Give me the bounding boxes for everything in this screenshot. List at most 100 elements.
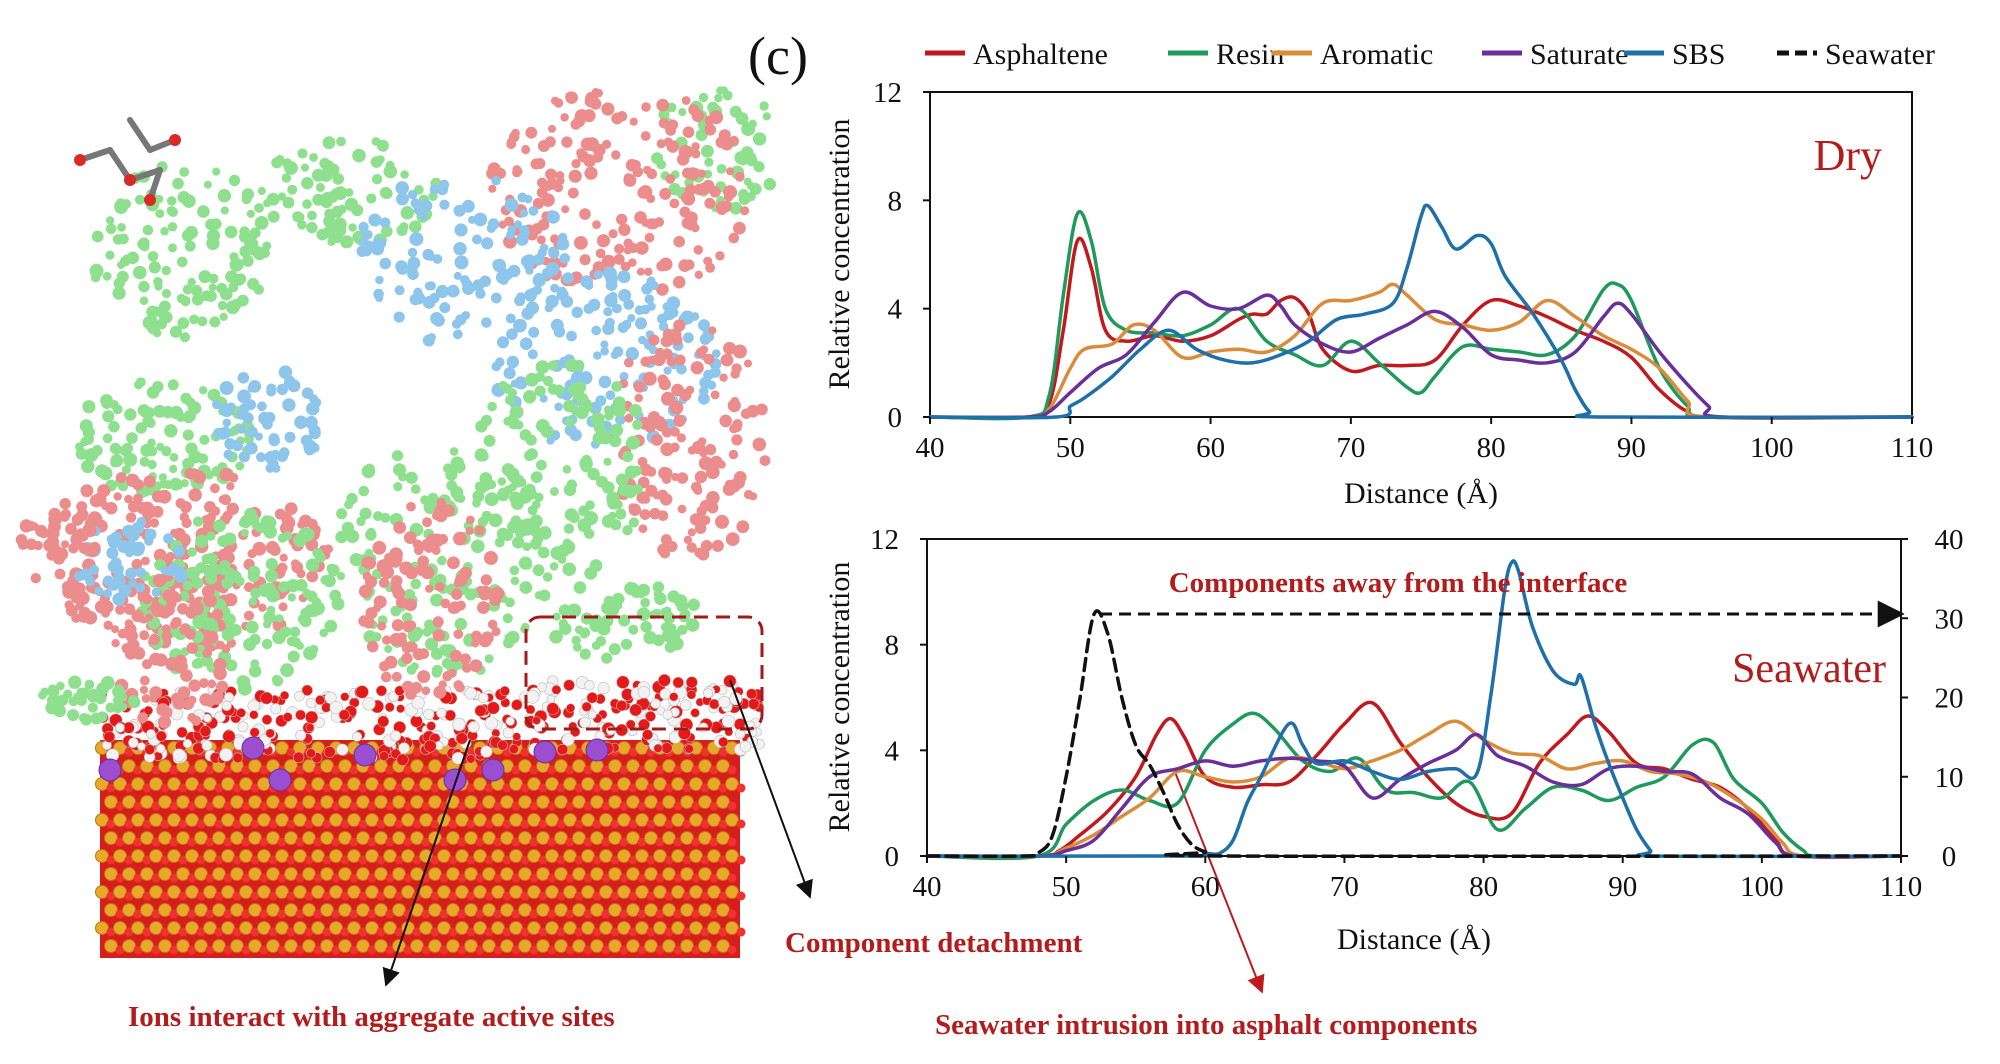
- water-atom: [690, 708, 700, 718]
- water-atom: [396, 753, 409, 766]
- silicon-atom: [338, 939, 352, 953]
- resin-atom: [401, 612, 413, 623]
- asphaltene-atom: [667, 119, 679, 131]
- water-atom: [486, 701, 500, 715]
- asphaltene-atom: [418, 648, 430, 660]
- resin-atom: [147, 251, 159, 262]
- resin-atom: [562, 562, 576, 576]
- resin-atom: [187, 547, 197, 557]
- sbs-atom: [519, 209, 529, 218]
- asphaltene-atom: [629, 117, 638, 126]
- resin-atom: [565, 358, 579, 373]
- asphaltene-atom: [725, 532, 740, 546]
- silicon-atom: [644, 759, 658, 773]
- silicon-atom: [680, 795, 694, 809]
- sbs-atom: [698, 392, 710, 405]
- sbs-atom: [617, 270, 631, 284]
- silicon-atom: [554, 939, 568, 953]
- seawater-y-tick-label: 0: [885, 841, 900, 873]
- silicon-atom: [176, 831, 190, 845]
- resin-atom: [309, 153, 318, 162]
- silicon-atom: [275, 885, 289, 899]
- resin-atom: [454, 617, 467, 631]
- silicon-atom: [149, 813, 163, 827]
- resin-atom: [340, 235, 354, 249]
- resin-atom: [96, 682, 109, 696]
- resin-atom: [102, 271, 112, 281]
- silicon-atom: [671, 849, 685, 863]
- asphaltene-atom: [480, 574, 492, 586]
- sbs-atom: [304, 415, 318, 430]
- resin-atom: [138, 280, 150, 293]
- resin-atom: [172, 177, 184, 190]
- sbs-atom: [231, 439, 244, 452]
- resin-atom: [525, 434, 537, 446]
- asphaltene-atom: [556, 176, 565, 185]
- asphaltene-atom: [358, 584, 373, 598]
- sbs-atom: [662, 302, 672, 312]
- molecule-atom: [169, 134, 181, 146]
- asphaltene-atom: [634, 211, 647, 224]
- silicon-atom: [698, 939, 712, 953]
- resin-atom: [190, 284, 203, 297]
- water-atom: [672, 676, 684, 689]
- oxygen-atom: [736, 927, 746, 937]
- sbs-atom: [519, 225, 530, 236]
- silicon-atom: [383, 885, 397, 899]
- sbs-atom: [226, 402, 236, 412]
- resin-atom: [636, 588, 647, 599]
- sbs-atom: [212, 399, 222, 410]
- asphaltene-atom: [666, 357, 676, 367]
- silicon-atom: [410, 795, 424, 809]
- resin-atom: [137, 238, 149, 250]
- sbs-atom: [605, 390, 616, 401]
- asphaltene-atom: [279, 553, 288, 562]
- resin-atom: [593, 422, 605, 433]
- md-snapshot: [15, 86, 776, 958]
- asphaltene-atom: [660, 391, 675, 406]
- asphaltene-atom: [691, 149, 701, 159]
- asphaltene-atom: [372, 604, 381, 613]
- resin-atom: [156, 442, 165, 451]
- silicon-atom: [689, 813, 703, 827]
- resin-atom: [572, 643, 582, 652]
- resin-atom: [622, 525, 633, 536]
- silicon-atom: [635, 813, 649, 827]
- sbs-atom: [481, 317, 492, 328]
- asphaltene-atom: [579, 254, 591, 266]
- sbs-atom: [266, 383, 277, 394]
- sbs-atom: [283, 380, 292, 389]
- silicon-atom: [554, 795, 568, 809]
- asphaltene-atom: [655, 419, 668, 432]
- water-atom: [249, 710, 259, 720]
- sbs-atom: [562, 272, 574, 284]
- silicon-atom: [158, 831, 172, 845]
- asphaltene-atom: [623, 238, 633, 249]
- silicon-atom: [203, 921, 217, 935]
- silicon-atom: [230, 867, 244, 881]
- asphaltene-atom: [646, 466, 657, 477]
- asphaltene-atom: [681, 96, 691, 105]
- water-atom: [202, 713, 212, 723]
- silicon-atom: [221, 777, 235, 791]
- resin-atom: [284, 161, 298, 175]
- asphaltene-atom: [391, 553, 403, 565]
- silicon-atom: [599, 885, 613, 899]
- asphaltene-atom: [447, 668, 457, 678]
- silicon-atom: [221, 885, 235, 899]
- water-atom: [662, 709, 673, 720]
- asphaltene-atom: [700, 515, 711, 525]
- resin-atom: [660, 622, 672, 633]
- silicon-atom: [500, 903, 514, 917]
- sbs-atom: [222, 418, 232, 428]
- water-atom: [525, 690, 540, 704]
- asphaltene-atom: [291, 559, 300, 568]
- resin-atom: [287, 650, 300, 663]
- silicon-atom: [185, 849, 199, 863]
- resin-atom: [281, 173, 292, 183]
- asphaltene-atom: [660, 335, 673, 348]
- dry-series-asphaltene: [928, 236, 1914, 420]
- asphaltene-atom: [719, 414, 732, 428]
- resin-atom: [538, 526, 552, 540]
